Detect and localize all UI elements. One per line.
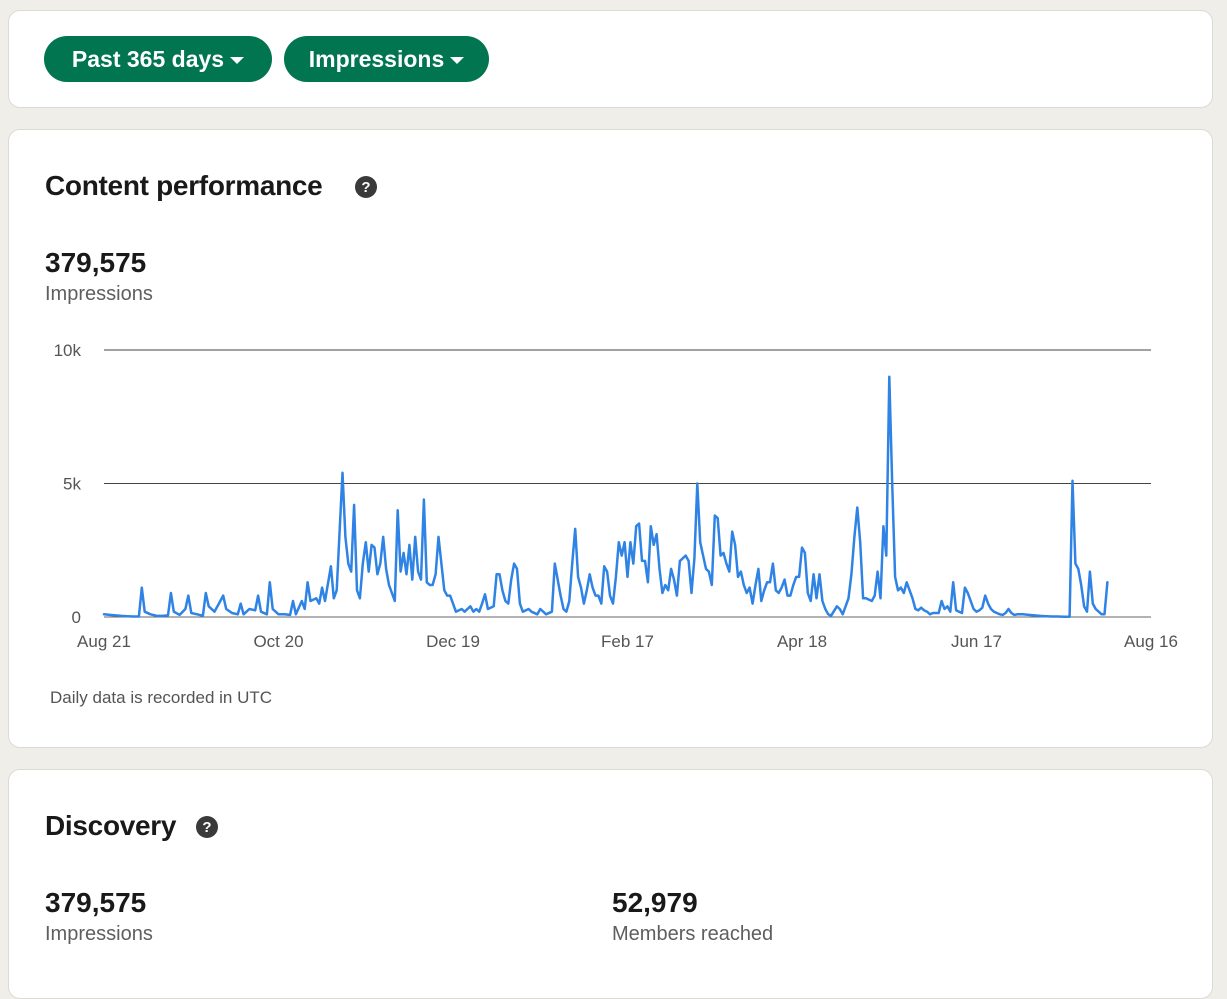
date-range-label: Past 365 days xyxy=(71,45,225,72)
caret-down-icon xyxy=(230,56,245,64)
y-tick-label: 10k xyxy=(54,341,82,360)
x-tick-label: Oct 20 xyxy=(253,632,303,651)
section-title: Discovery xyxy=(45,810,177,841)
x-tick-label: Aug 16 xyxy=(1124,632,1178,651)
total-impressions: 379,575 xyxy=(45,247,147,278)
discovery-impressions: 379,575 xyxy=(45,887,147,918)
y-tick-label: 0 xyxy=(72,608,81,627)
utc-note: Daily data is recorded in UTC xyxy=(50,688,273,707)
metric-dropdown[interactable]: Impressions xyxy=(284,36,489,82)
x-tick-label: Jun 17 xyxy=(951,632,1002,651)
x-tick-label: Feb 17 xyxy=(601,632,654,651)
question-circle-icon[interactable]: ? xyxy=(196,816,218,838)
caret-down-icon xyxy=(450,56,465,64)
discovery-impressions-label: Impressions xyxy=(45,923,153,945)
x-tick-label: Dec 19 xyxy=(426,632,480,651)
series-line-0 xyxy=(102,375,1109,618)
date-range-dropdown[interactable]: Past 365 days xyxy=(44,36,272,82)
x-tick-label: Aug 21 xyxy=(77,632,131,651)
impressions-line-chart: 0 5k 10k Aug 21 Oct 20 Dec 19 Feb 17 Apr 18 Jun … xyxy=(54,341,1178,651)
y-tick-label: 5k xyxy=(63,475,81,494)
metric-label: Impressions xyxy=(308,45,445,72)
section-title: Content performance xyxy=(45,170,323,201)
members-reached: 52,979 xyxy=(612,887,698,918)
question-circle-icon[interactable]: ? xyxy=(355,176,377,198)
total-impressions-label: Impressions xyxy=(45,283,153,305)
discovery-card: Discovery ? 379,575 Impressions 52,979 M… xyxy=(8,769,1213,999)
members-reached-label: Members reached xyxy=(612,923,774,945)
x-tick-label: Apr 18 xyxy=(777,632,827,651)
content-performance-card: Content performance ? 379,575 Impression… xyxy=(8,129,1213,748)
filter-bar: Past 365 days Impressions xyxy=(8,10,1213,108)
